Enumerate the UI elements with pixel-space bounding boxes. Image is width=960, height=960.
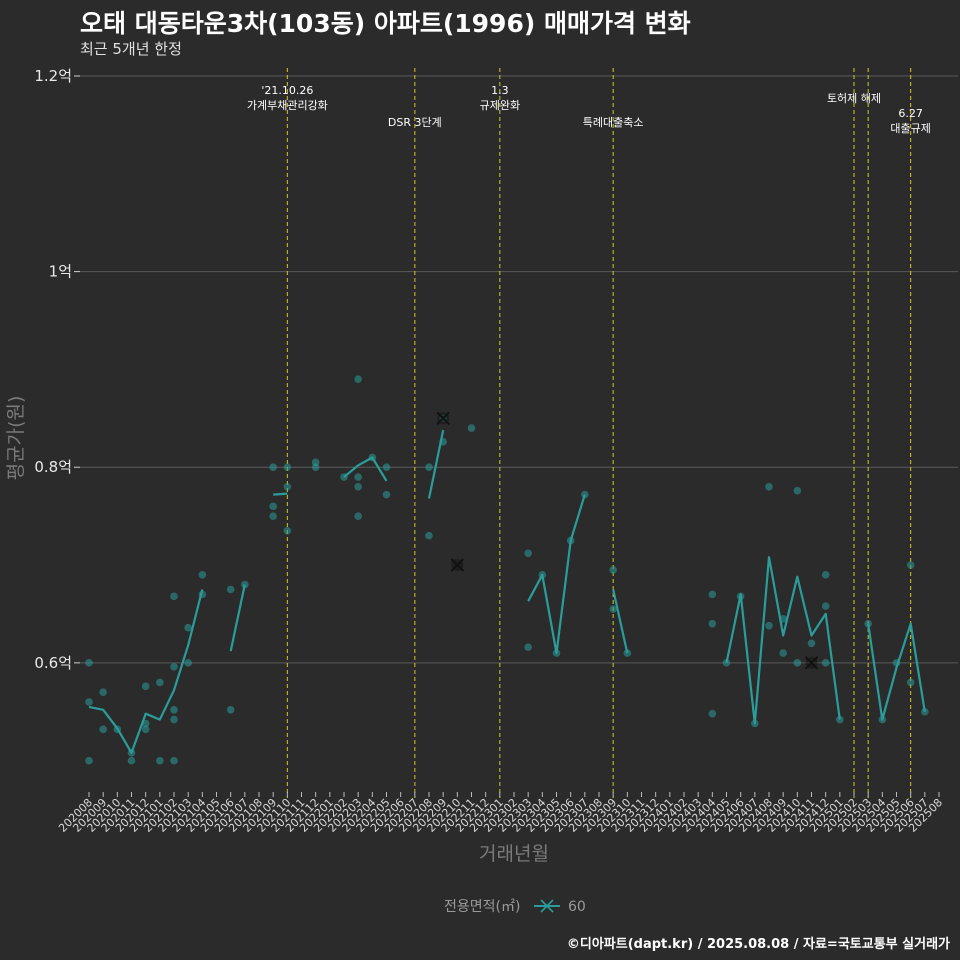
event-annotation: 6.27 [898, 107, 923, 120]
event-annotation: 대출규제 [890, 122, 930, 135]
data-point [354, 512, 362, 520]
data-point [524, 643, 532, 651]
data-point [467, 424, 476, 432]
data-point [425, 463, 433, 472]
series-line-segment [527, 494, 586, 655]
legend-title: 전용면적(㎡) [444, 899, 520, 915]
event-annotation: 1.3 [491, 84, 509, 97]
y-tick-label: 0.6억 [34, 654, 72, 672]
series-line-segment [612, 589, 629, 654]
data-point [382, 490, 391, 499]
event-annotation: '21.10.26 [261, 84, 313, 97]
series-line-segment [427, 429, 445, 499]
data-point [524, 549, 532, 558]
data-point [99, 725, 107, 734]
data-point [765, 482, 773, 491]
y-tick-label: 1억 [49, 263, 72, 281]
data-point [821, 602, 830, 610]
y-tick-label: 0.8억 [34, 458, 72, 476]
event-annotation: 가계부채관리강화 [247, 99, 328, 112]
y-tick-label: 1.2억 [34, 67, 72, 85]
chart-subtitle: 최근 5개년 한정 [80, 40, 182, 58]
data-point [311, 463, 320, 472]
data-point [354, 473, 362, 481]
series-line-segment [343, 456, 388, 482]
data-point [127, 756, 136, 765]
series-line-segment [867, 622, 926, 721]
data-point [708, 619, 717, 628]
data-point [170, 715, 178, 724]
legend-swatch-x [540, 899, 554, 913]
data-point [184, 623, 192, 632]
data-point [170, 592, 178, 601]
data-point [141, 682, 150, 691]
data-point [906, 678, 915, 687]
data-point [283, 527, 292, 535]
event-annotation: 토허제 해제 [827, 91, 881, 105]
data-point [609, 566, 617, 574]
y-axis-label: 평균가(원) [5, 396, 27, 481]
data-point [85, 698, 93, 706]
x-marker [450, 558, 465, 572]
data-point [170, 705, 178, 714]
data-point [269, 512, 277, 520]
data-point [170, 662, 178, 671]
event-annotation: 특례대출축소 [583, 116, 644, 129]
legend-label-60: 60 [568, 899, 586, 915]
data-point [269, 502, 277, 511]
series-line-segment [725, 556, 841, 725]
data-point [198, 571, 207, 579]
series-60 [85, 375, 929, 765]
data-point [283, 463, 292, 472]
chart-title: 오태 대동타운3차(103동) 아파트(1996) 매매가격 변화 [80, 9, 691, 38]
data-point [425, 531, 433, 540]
x-marker [804, 656, 819, 670]
x-axis-label: 거래년월 [479, 843, 549, 865]
data-point [226, 705, 235, 714]
data-point [156, 756, 164, 765]
data-point [184, 659, 192, 667]
data-point [141, 725, 150, 734]
data-point [382, 463, 391, 472]
x-marker [436, 411, 450, 426]
data-point [170, 756, 178, 765]
event-annotation: 규제완화 [480, 99, 520, 112]
data-point [779, 649, 787, 657]
source-credit: ©디아파트(dapt.kr) / 2025.08.08 / 자료=국토교통부 실… [566, 937, 950, 952]
data-point [226, 585, 235, 594]
y-axis-ticks: 0.6억 0.8억 1억 1.2억 [34, 67, 80, 672]
series-line-segment [273, 492, 288, 496]
data-point [85, 659, 93, 667]
data-point [354, 482, 362, 491]
data-point [708, 709, 717, 718]
data-point [722, 659, 731, 667]
data-point [156, 678, 164, 687]
data-point [708, 590, 717, 599]
data-point [793, 486, 802, 495]
series-line-segment [88, 589, 204, 754]
data-point [354, 375, 362, 384]
data-point [821, 659, 830, 667]
data-point [765, 621, 773, 630]
data-point [85, 756, 93, 765]
series-line-segment [229, 584, 246, 652]
data-point [821, 571, 830, 579]
data-point [241, 580, 249, 589]
data-point [906, 561, 915, 569]
data-point [793, 659, 802, 667]
data-point [609, 605, 617, 613]
data-point [807, 639, 816, 648]
legend: 전용면적(㎡) 60 [444, 899, 586, 915]
x-axis-ticks: 2020082020092020102020112020122021012021… [56, 792, 945, 835]
data-point [283, 482, 292, 491]
data-point [99, 688, 107, 696]
event-annotation: DSR 3단계 [388, 116, 442, 129]
data-point [269, 463, 277, 472]
